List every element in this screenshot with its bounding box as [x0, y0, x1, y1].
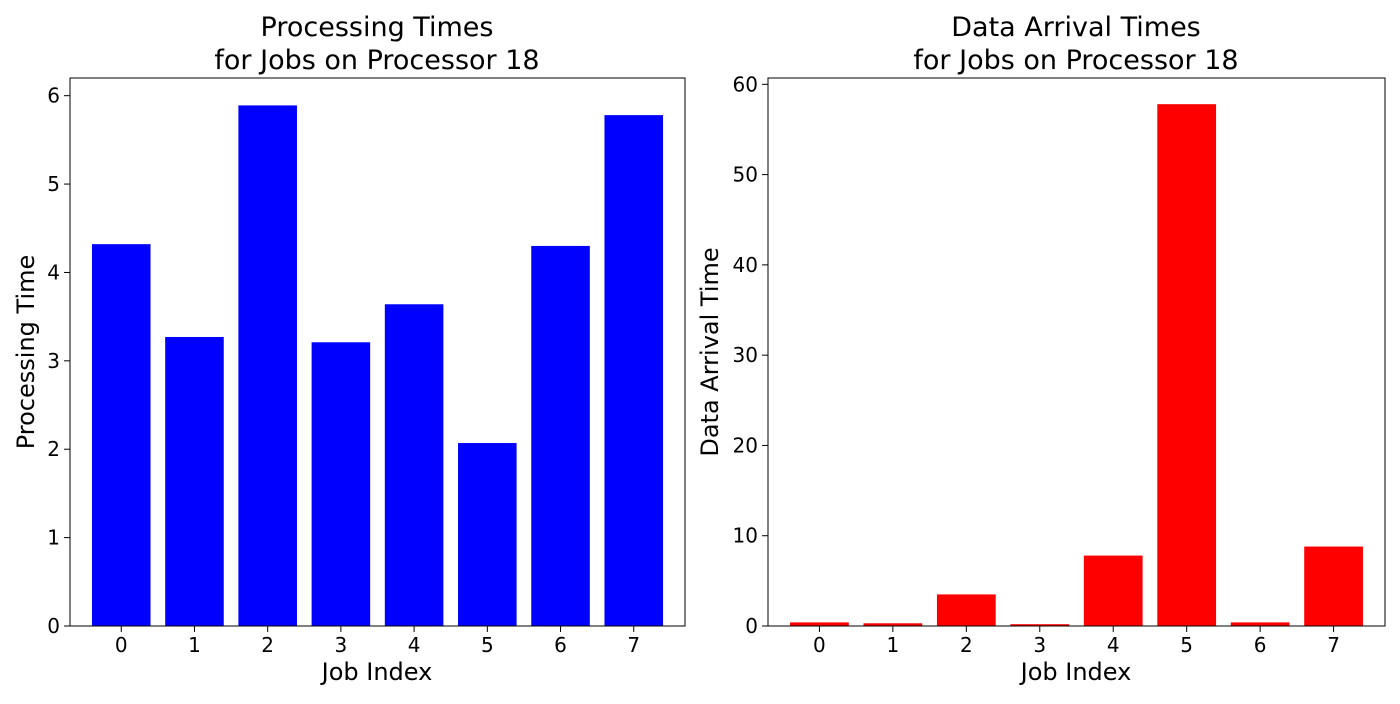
bar-6 [531, 245, 590, 626]
plot-frame [767, 77, 1386, 627]
x-tick-label: 4 [408, 633, 421, 657]
y-tick-label: 10 [733, 524, 758, 548]
bar-2 [936, 594, 996, 626]
y-tick-label: 20 [733, 433, 758, 457]
chart-title-line-2: for Jobs on Processor 18 [214, 45, 539, 76]
bar-0 [790, 622, 849, 626]
y-tick-label: 5 [47, 172, 60, 196]
data-arrival-times-chart: Data Arrival Times for Jobs on Processor… [696, 12, 1386, 686]
x-tick-label: 3 [335, 633, 348, 657]
x-tick-label: 6 [1254, 633, 1267, 657]
x-tick-label: 1 [887, 633, 900, 657]
y-tick-label: 60 [733, 72, 758, 96]
bar-4 [384, 304, 444, 626]
x-tick-label: 2 [960, 633, 973, 657]
x-tick-label: 1 [188, 633, 201, 657]
y-axis-label: Data Arrival Time [696, 247, 724, 456]
chart-title-line-1: Data Arrival Times [951, 12, 1201, 43]
bar-7 [604, 115, 664, 626]
y-tick-label: 40 [733, 253, 758, 277]
bars [91, 105, 664, 627]
y-tick-label: 6 [47, 84, 60, 108]
bar-5 [1157, 104, 1217, 627]
y-tick-label: 3 [47, 349, 60, 373]
x-tick-label: 0 [115, 633, 128, 657]
y-tick-label: 0 [47, 614, 60, 638]
x-ticks: 0 1 2 3 4 5 6 7 [115, 626, 640, 657]
bar-4 [1083, 555, 1143, 626]
x-tick-label: 4 [1107, 633, 1120, 657]
bar-5 [458, 443, 517, 626]
bar-2 [238, 105, 297, 626]
y-ticks: 0 10 20 30 40 50 60 [733, 72, 768, 638]
x-tick-label: 6 [554, 633, 567, 657]
plot-frame [69, 77, 686, 627]
y-ticks: 0 1 2 3 4 5 6 [47, 84, 70, 638]
bars [790, 104, 1363, 627]
y-tick-label: 50 [733, 163, 758, 187]
y-tick-label: 30 [733, 343, 758, 367]
bar-1 [165, 336, 224, 626]
bar-7 [1304, 546, 1363, 626]
x-tick-label: 5 [1180, 633, 1193, 657]
x-ticks: 0 1 2 3 4 5 6 7 [813, 626, 1340, 657]
x-tick-label: 3 [1033, 633, 1046, 657]
x-tick-label: 7 [627, 633, 640, 657]
x-tick-label: 2 [261, 633, 274, 657]
chart-title-line-1: Processing Times [261, 12, 494, 43]
x-axis-label: Job Index [320, 658, 433, 686]
bar-6 [1230, 622, 1290, 626]
y-tick-label: 1 [47, 526, 60, 550]
x-tick-label: 0 [813, 633, 826, 657]
y-tick-label: 4 [47, 260, 60, 284]
bar-3 [1010, 624, 1070, 626]
x-tick-label: 7 [1327, 633, 1340, 657]
x-tick-label: 5 [481, 633, 494, 657]
chart-title-line-2: for Jobs on Processor 18 [913, 45, 1238, 76]
y-tick-label: 0 [745, 614, 758, 638]
bar-1 [863, 623, 923, 626]
x-axis-label: Job Index [1019, 658, 1132, 686]
y-tick-label: 2 [47, 437, 60, 461]
bar-3 [311, 342, 371, 626]
processing-times-chart: Processing Times for Jobs on Processor 1… [12, 12, 686, 686]
y-axis-label: Processing Time [12, 255, 40, 450]
bar-0 [91, 244, 151, 627]
